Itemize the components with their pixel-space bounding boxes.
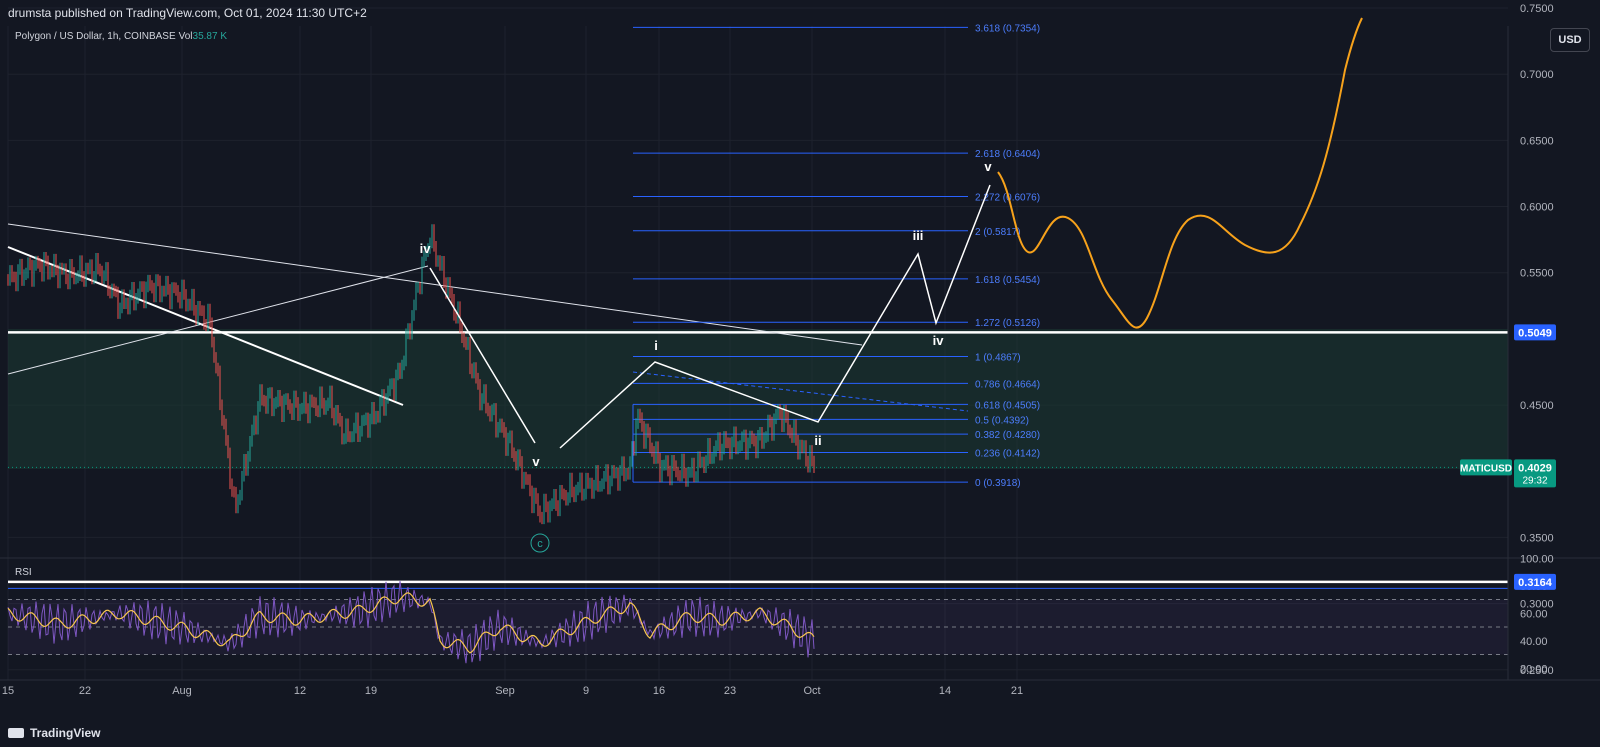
symbol-title: Polygon / US Dollar, 1h, COINBASE Vol35.8… — [15, 31, 227, 42]
fib-level-label: 0 (0.3918) — [975, 478, 1021, 489]
price-chart[interactable]: 3.618 (0.7354) 2.618 (0.6404) 2.272 (0.607… — [0, 0, 1600, 722]
price-tick-label: 0.3000 — [1520, 599, 1554, 611]
rsi-panel[interactable] — [7, 581, 1508, 664]
last-price-text: 0.4029 — [1518, 462, 1552, 474]
fib-extension[interactable]: 3.618 (0.7354) 2.618 (0.6404) 2.272 (0.607… — [8, 23, 1508, 489]
rsi-line — [7, 581, 815, 664]
symbol-text: Polygon / US Dollar, 1h, COINBASE — [15, 31, 176, 42]
fib-level-label: 2.272 (0.6076) — [975, 193, 1040, 204]
time-tick-label: 9 — [583, 685, 589, 697]
fib-level-label: 1 (0.4867) — [975, 353, 1021, 364]
time-tick-label: 15 — [2, 685, 14, 697]
vol-value: 35.87 K — [193, 31, 228, 42]
wave-label: iii — [913, 228, 924, 243]
time-tick-label: Sep — [495, 685, 515, 697]
wave-label: ii — [814, 433, 821, 448]
last-price-tag — [1514, 459, 1556, 488]
time-tick-label: 21 — [1011, 685, 1023, 697]
candles-down — [7, 224, 815, 525]
rsi-tick-label: 40.00 — [1520, 636, 1548, 648]
price-tick-label: 0.3500 — [1520, 532, 1554, 544]
time-tick-label: 16 — [653, 685, 665, 697]
fib-level-label: 2.618 (0.6404) — [975, 149, 1040, 160]
price-tag-text: 0.5049 — [1518, 327, 1552, 339]
wave-circle-label: c — [537, 538, 543, 550]
time-tick-label: 23 — [724, 685, 736, 697]
price-tick-label: 0.6500 — [1520, 135, 1554, 147]
countdown-text: 29:32 — [1522, 475, 1547, 486]
wave-label: iv — [420, 241, 432, 256]
time-tick-label: Aug — [172, 685, 192, 697]
publish-header: drumsta published on TradingView.com, Oc… — [0, 0, 1600, 26]
price-tag-text: 0.3164 — [1518, 577, 1553, 589]
rsi-ma-line — [7, 592, 815, 654]
rsi-tick-label: 100.00 — [1520, 553, 1554, 565]
fib-level-label: 2 (0.5817) — [975, 227, 1021, 238]
fib-level-label: 3.618 (0.7354) — [975, 23, 1040, 34]
price-tag — [1514, 324, 1556, 341]
elliott-waves[interactable] — [429, 184, 991, 449]
rsi-title: RSI — [15, 567, 32, 578]
time-tick-label: 14 — [939, 685, 951, 697]
fib-level-label: 0.236 (0.4142) — [975, 448, 1040, 459]
candles-up — [9, 224, 811, 525]
tradingview-icon — [8, 728, 24, 738]
symbol-tag-text: MATICUSD — [1460, 463, 1512, 474]
fib-level-label: 0.5 (0.4392) — [975, 415, 1029, 426]
price-tick-label: 0.2500 — [1520, 665, 1554, 677]
price-tick-label: 0.7000 — [1520, 69, 1554, 81]
fib-level-label: 0.786 (0.4664) — [975, 379, 1040, 390]
fib-level-label: 1.272 (0.5126) — [975, 318, 1040, 329]
tradingview-logo: TradingView — [8, 726, 100, 740]
fib-level-label: 1.618 (0.5454) — [975, 275, 1040, 286]
wave-label: v — [984, 159, 992, 174]
price-tick-label: 0.6000 — [1520, 202, 1554, 214]
impulse-projection — [559, 184, 991, 449]
rising-line — [7, 265, 429, 375]
price-tag — [1514, 573, 1556, 590]
legend: Polygon / US Dollar, 1h, COINBASE Vol35.8… — [15, 31, 227, 578]
publish-info: drumsta published on TradingView.com, Oc… — [8, 6, 367, 20]
currency-button[interactable]: USD — [1550, 28, 1590, 52]
wave-label: i — [654, 338, 658, 353]
time-tick-label: Oct — [803, 685, 820, 697]
axes: 0.85000.80000.75000.70000.65000.60000.55… — [0, 3, 1600, 697]
wave-v-down — [429, 267, 536, 444]
long-trendline — [7, 223, 863, 346]
rsi-tick-label: 60.00 — [1520, 608, 1548, 620]
wave-circle — [530, 533, 550, 553]
forecast-path[interactable] — [997, 17, 1363, 329]
footer: TradingView — [0, 722, 1600, 747]
rsi-tick-label: 20.00 — [1520, 663, 1548, 675]
brand-name: TradingView — [30, 726, 101, 740]
time-tick-label: 19 — [365, 685, 377, 697]
price-tick-label: 0.5500 — [1520, 268, 1554, 280]
symbol-tag — [1460, 459, 1512, 476]
wave-label: v — [532, 454, 540, 469]
fib-level-label: 0.382 (0.4280) — [975, 430, 1040, 441]
wave-label: iv — [933, 333, 945, 348]
vol-label: Vol — [179, 31, 193, 42]
price-tick-label: 0.4500 — [1520, 400, 1554, 412]
price-tick-label: 0.7500 — [1520, 3, 1554, 15]
fib-level-label: 0.618 (0.4505) — [975, 400, 1040, 411]
time-tick-label: 22 — [79, 685, 91, 697]
time-tick-label: 12 — [294, 685, 306, 697]
